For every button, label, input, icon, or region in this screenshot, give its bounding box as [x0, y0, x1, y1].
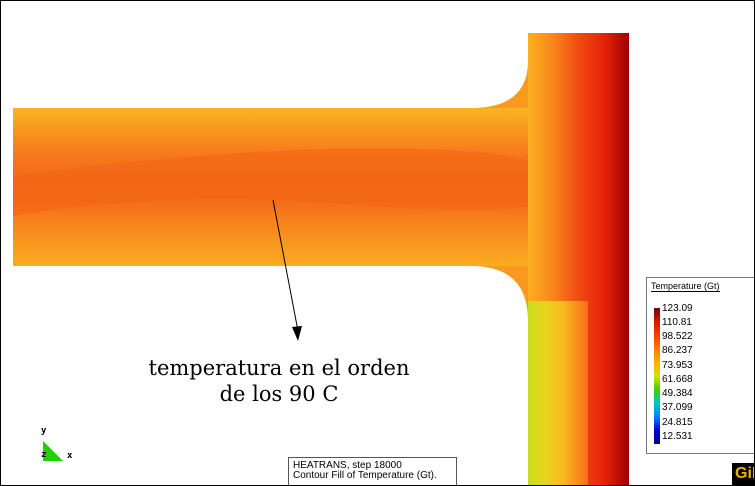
annotation-line-1: temperatura en el orden — [148, 356, 410, 380]
vertical-pipe-cool-zone — [528, 301, 588, 485]
axis-label-x: x — [67, 451, 73, 461]
legend-tick: 12.531 — [662, 431, 693, 442]
info-line-2: Contour Fill of Temperature (Gt). — [293, 470, 437, 481]
legend-tick: 61.668 — [662, 374, 693, 385]
legend-tick: 37.099 — [662, 402, 693, 413]
annotation-arrow-line — [272, 199, 299, 332]
annotation-arrow-head — [292, 326, 302, 341]
legend-tick: 86.237 — [662, 345, 693, 356]
axis-label-z: z — [41, 450, 47, 460]
legend-title: Temperature (Gt) — [651, 281, 720, 292]
legend-color-bar — [654, 308, 660, 444]
fillet-bottom — [13, 266, 528, 485]
legend-tick: 123.09 — [662, 303, 693, 314]
hot-zone — [13, 148, 531, 216]
legend-tick: 110.81 — [662, 317, 692, 328]
axes-triad-icon — [43, 441, 63, 461]
info-line-1: HEATRANS, step 18000 — [293, 460, 402, 471]
temperature-legend: Temperature (Gt) 123.09 110.81 98.522 86… — [646, 277, 754, 454]
legend-tick: 73.953 — [662, 360, 693, 371]
legend-tick: 98.522 — [662, 331, 693, 342]
axes-triad: y z x — [37, 425, 97, 467]
gid-logo: GiD — [732, 463, 754, 485]
axis-label-y: y — [41, 426, 47, 436]
annotation-line-2: de los 90 C — [219, 382, 339, 406]
legend-tick: 24.815 — [662, 417, 693, 428]
result-info-box: HEATRANS, step 18000 Contour Fill of Tem… — [288, 457, 457, 485]
legend-tick: 49.384 — [662, 388, 693, 399]
